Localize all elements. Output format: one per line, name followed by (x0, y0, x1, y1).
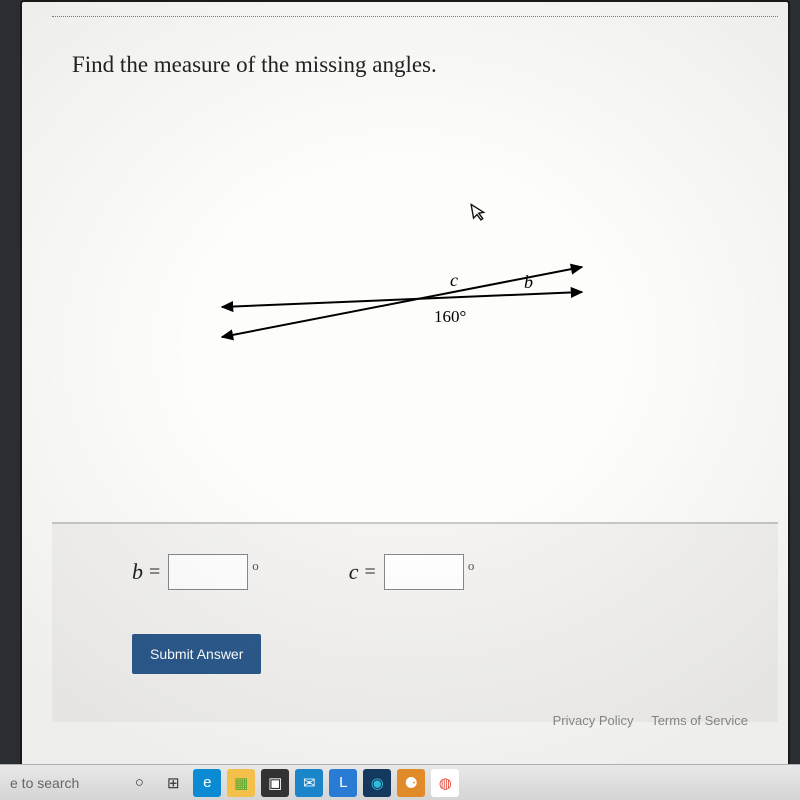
equals-sign: = (365, 561, 376, 584)
answer-c-input[interactable] (384, 554, 464, 590)
terms-link[interactable]: Terms of Service (651, 713, 748, 728)
svg-text:b: b (524, 272, 533, 292)
answer-c-group: c = o (349, 554, 475, 590)
submit-answer-button[interactable]: Submit Answer (132, 634, 261, 674)
cortana-circle-icon[interactable]: ○ (125, 769, 153, 797)
degree-unit: o (468, 558, 475, 574)
task-view-icon[interactable]: ⊞ (159, 769, 187, 797)
answer-panel: b = o c = o Submit Answer (52, 522, 778, 722)
svg-text:c: c (450, 270, 458, 290)
degree-unit: o (252, 558, 259, 574)
store-icon[interactable]: ▣ (261, 769, 289, 797)
answer-row: b = o c = o (52, 524, 778, 590)
settings-icon[interactable]: ◉ (363, 769, 391, 797)
mouse-cursor-icon (470, 201, 490, 228)
edge-icon[interactable]: e (193, 769, 221, 797)
question-divider (52, 16, 778, 17)
privacy-policy-link[interactable]: Privacy Policy (553, 713, 634, 728)
footer-links: Privacy Policy Terms of Service (539, 713, 748, 728)
app-misc-icon[interactable]: ⚈ (397, 769, 425, 797)
taskbar-search-text[interactable]: e to search (10, 775, 79, 791)
windows-taskbar[interactable]: e to search ○⊞e▦▣✉L◉⚈◍ (0, 764, 800, 800)
file-explorer-icon[interactable]: ▦ (227, 769, 255, 797)
answer-b-input[interactable] (168, 554, 248, 590)
answer-b-group: b = o (132, 554, 259, 590)
svg-text:160°: 160° (434, 307, 466, 326)
equals-sign: = (149, 561, 160, 584)
var-b-label: b (132, 559, 143, 585)
screen: Find the measure of the missing angles. … (20, 0, 790, 770)
chrome-icon[interactable]: ◍ (431, 769, 459, 797)
angle-diagram: c b 160° (202, 242, 602, 372)
mail-icon[interactable]: ✉ (295, 769, 323, 797)
var-c-label: c (349, 559, 359, 585)
app-l-icon[interactable]: L (329, 769, 357, 797)
question-prompt: Find the measure of the missing angles. (72, 52, 437, 78)
